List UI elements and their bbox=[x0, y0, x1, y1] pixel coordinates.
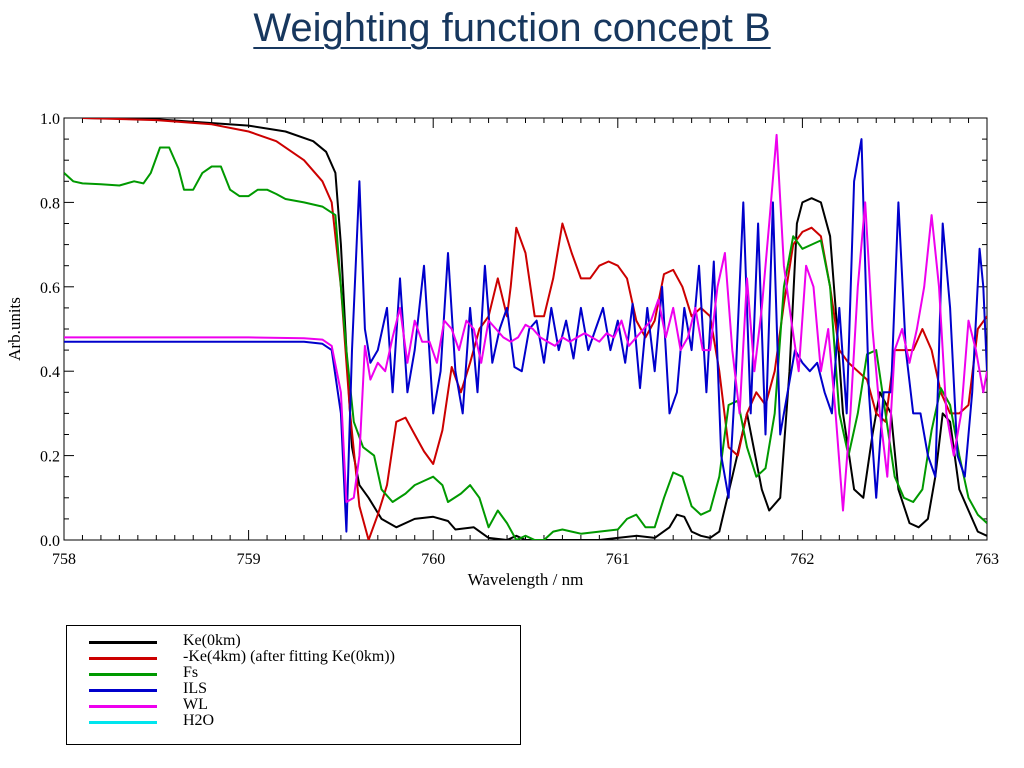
y-tick-label: 0.4 bbox=[40, 364, 60, 381]
chart-legend: Ke(0km) -Ke(4km) (after fitting Ke(0km)) F… bbox=[66, 625, 521, 745]
legend-swatch bbox=[89, 657, 157, 660]
series-line-3 bbox=[64, 146, 987, 540]
x-tick-label: 760 bbox=[421, 551, 445, 568]
legend-label: WL bbox=[183, 696, 208, 713]
legend-label: H2O bbox=[183, 712, 215, 729]
legend-label: Ke(0km) bbox=[183, 632, 241, 649]
y-tick-label: 0.0 bbox=[40, 533, 60, 550]
y-tick-label: 0.6 bbox=[40, 280, 60, 297]
series-line-4 bbox=[64, 138, 987, 533]
x-tick-label: 762 bbox=[790, 551, 814, 568]
x-tick-label: 758 bbox=[52, 551, 76, 568]
y-tick-label: 0.8 bbox=[40, 195, 60, 212]
legend-swatch bbox=[89, 673, 157, 676]
series-layer bbox=[64, 118, 987, 540]
axis-ticks bbox=[63, 117, 988, 541]
legend-label: Fs bbox=[183, 664, 199, 681]
legend-swatch bbox=[89, 705, 157, 708]
series-line-2 bbox=[82, 118, 987, 540]
legend-swatch bbox=[89, 641, 157, 644]
y-tick-label: 1.0 bbox=[40, 111, 60, 128]
line-chart: 758 759 760 761 762 763 0.0 0.2 0.4 0.6 0.8 1.0 Wav… bbox=[5, 111, 999, 589]
series-line-1 bbox=[82, 118, 987, 540]
y-tick-label: 0.2 bbox=[40, 449, 60, 466]
y-axis-label: Arb.units bbox=[5, 297, 24, 361]
legend-swatch bbox=[89, 689, 157, 692]
legend-label: -Ke(4km) (after fitting Ke(0km)) bbox=[183, 648, 395, 665]
legend-label: ILS bbox=[183, 680, 207, 697]
series-line-5 bbox=[64, 133, 987, 512]
x-tick-label: 761 bbox=[606, 551, 630, 568]
x-axis-label: Wavelength / nm bbox=[468, 570, 584, 589]
axis-tick-labels: 758 759 760 761 762 763 0.0 0.2 0.4 0.6 0.8 1.0 bbox=[40, 111, 999, 568]
legend-swatch bbox=[89, 721, 157, 724]
x-tick-label: 759 bbox=[237, 551, 261, 568]
x-tick-label: 763 bbox=[975, 551, 999, 568]
slide-title: Weighting function concept B bbox=[253, 6, 771, 50]
